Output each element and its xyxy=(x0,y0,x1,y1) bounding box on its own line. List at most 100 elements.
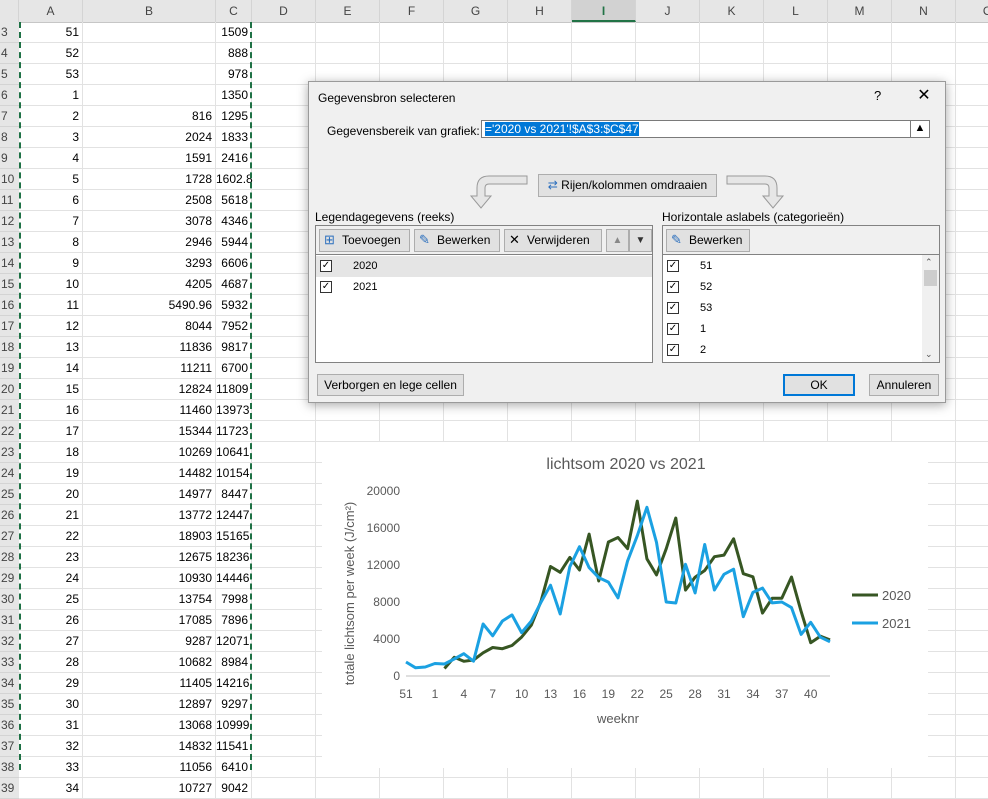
cell-b[interactable]: 12897 xyxy=(83,694,216,715)
cell-b[interactable]: 14977 xyxy=(83,484,216,505)
cell-b[interactable]: 12824 xyxy=(83,379,216,400)
empty-cell[interactable] xyxy=(828,778,892,799)
cell-b[interactable]: 10727 xyxy=(83,778,216,799)
cell-a[interactable]: 31 xyxy=(19,715,83,736)
empty-cell[interactable] xyxy=(956,547,988,568)
cell-b[interactable]: 5490.96 xyxy=(83,295,216,316)
row-header[interactable]: 12 xyxy=(0,211,19,232)
cell-c[interactable]: 1295 xyxy=(216,106,252,127)
cell-a[interactable]: 27 xyxy=(19,631,83,652)
cell-a[interactable]: 32 xyxy=(19,736,83,757)
empty-cell[interactable] xyxy=(572,43,636,64)
cell-b[interactable]: 4205 xyxy=(83,274,216,295)
row-header[interactable]: 19 xyxy=(0,358,19,379)
empty-cell[interactable] xyxy=(252,232,316,253)
cell-b[interactable]: 3078 xyxy=(83,211,216,232)
empty-cell[interactable] xyxy=(252,505,316,526)
empty-cell[interactable] xyxy=(380,778,444,799)
cell-c[interactable]: 1509 xyxy=(216,22,252,43)
empty-cell[interactable] xyxy=(572,400,636,421)
empty-cell[interactable] xyxy=(380,22,444,43)
empty-cell[interactable] xyxy=(956,442,988,463)
empty-cell[interactable] xyxy=(700,22,764,43)
empty-cell[interactable] xyxy=(508,778,572,799)
cell-b[interactable]: 14832 xyxy=(83,736,216,757)
cell-c[interactable]: 4687 xyxy=(216,274,252,295)
empty-cell[interactable] xyxy=(572,421,636,442)
empty-cell[interactable] xyxy=(252,778,316,799)
column-header-l[interactable]: L xyxy=(764,0,828,22)
empty-cell[interactable] xyxy=(380,43,444,64)
cell-b[interactable]: 816 xyxy=(83,106,216,127)
close-icon[interactable]: ✕ xyxy=(917,87,931,104)
cell-b[interactable]: 2024 xyxy=(83,127,216,148)
empty-cell[interactable] xyxy=(956,610,988,631)
cell-a[interactable]: 13 xyxy=(19,337,83,358)
column-header-f[interactable]: F xyxy=(380,0,444,22)
cell-b[interactable]: 11405 xyxy=(83,673,216,694)
empty-cell[interactable] xyxy=(956,127,988,148)
category-checkbox[interactable]: ✓ xyxy=(667,260,679,272)
cell-c[interactable]: 1602.8 xyxy=(216,169,253,190)
empty-cell[interactable] xyxy=(828,43,892,64)
cell-a[interactable]: 33 xyxy=(19,757,83,778)
edit-axis-labels-button[interactable]: ✎ Bewerken xyxy=(666,229,750,252)
empty-cell[interactable] xyxy=(956,715,988,736)
empty-cell[interactable] xyxy=(252,463,316,484)
column-header-h[interactable]: H xyxy=(508,0,572,22)
row-header[interactable]: 34 xyxy=(0,673,19,694)
row-header[interactable]: 4 xyxy=(0,43,19,64)
cell-c[interactable]: 978 xyxy=(216,64,252,85)
cell-a[interactable]: 51 xyxy=(19,22,83,43)
row-header[interactable]: 8 xyxy=(0,127,19,148)
select-all-corner[interactable] xyxy=(0,0,19,22)
cell-a[interactable]: 25 xyxy=(19,589,83,610)
category-item[interactable]: ✓ 2 xyxy=(663,340,921,361)
cell-a[interactable]: 4 xyxy=(19,148,83,169)
cell-a[interactable]: 5 xyxy=(19,169,83,190)
cell-b[interactable]: 1728 xyxy=(83,169,216,190)
empty-cell[interactable] xyxy=(252,253,316,274)
empty-cell[interactable] xyxy=(508,43,572,64)
cell-b[interactable]: 17085 xyxy=(83,610,216,631)
switch-row-column-button[interactable]: ⇄ Rijen/kolommen omdraaien xyxy=(538,174,717,197)
row-header[interactable]: 26 xyxy=(0,505,19,526)
category-item[interactable]: ✓ 1 xyxy=(663,319,921,340)
category-item[interactable]: ✓ 51 xyxy=(663,256,921,277)
cell-a[interactable]: 9 xyxy=(19,253,83,274)
empty-cell[interactable] xyxy=(636,22,700,43)
empty-cell[interactable] xyxy=(252,43,316,64)
cell-b[interactable]: 13068 xyxy=(83,715,216,736)
column-header-i[interactable]: I xyxy=(572,0,636,22)
cell-c[interactable]: 1833 xyxy=(216,127,252,148)
cell-b[interactable]: 2508 xyxy=(83,190,216,211)
column-header-g[interactable]: G xyxy=(444,0,508,22)
cell-a[interactable]: 15 xyxy=(19,379,83,400)
empty-cell[interactable] xyxy=(252,694,316,715)
cell-b[interactable]: 3293 xyxy=(83,253,216,274)
empty-cell[interactable] xyxy=(252,715,316,736)
cell-b[interactable]: 11056 xyxy=(83,757,216,778)
cell-c[interactable]: 8447 xyxy=(216,484,252,505)
row-header[interactable]: 21 xyxy=(0,400,19,421)
empty-cell[interactable] xyxy=(892,22,956,43)
empty-cell[interactable] xyxy=(892,43,956,64)
cell-a[interactable]: 20 xyxy=(19,484,83,505)
cell-c[interactable]: 7998 xyxy=(216,589,252,610)
empty-cell[interactable] xyxy=(636,43,700,64)
empty-cell[interactable] xyxy=(956,274,988,295)
empty-cell[interactable] xyxy=(956,379,988,400)
empty-cell[interactable] xyxy=(636,778,700,799)
cell-c[interactable]: 18236 xyxy=(216,547,252,568)
empty-cell[interactable] xyxy=(764,778,828,799)
cell-c[interactable]: 13973 xyxy=(216,400,252,421)
empty-cell[interactable] xyxy=(956,652,988,673)
empty-cell[interactable] xyxy=(828,421,892,442)
row-header[interactable]: 32 xyxy=(0,631,19,652)
cell-b[interactable]: 15344 xyxy=(83,421,216,442)
column-header-n[interactable]: N xyxy=(892,0,956,22)
empty-cell[interactable] xyxy=(700,43,764,64)
empty-cell[interactable] xyxy=(252,757,316,778)
empty-cell[interactable] xyxy=(700,421,764,442)
cell-b[interactable] xyxy=(83,43,216,64)
